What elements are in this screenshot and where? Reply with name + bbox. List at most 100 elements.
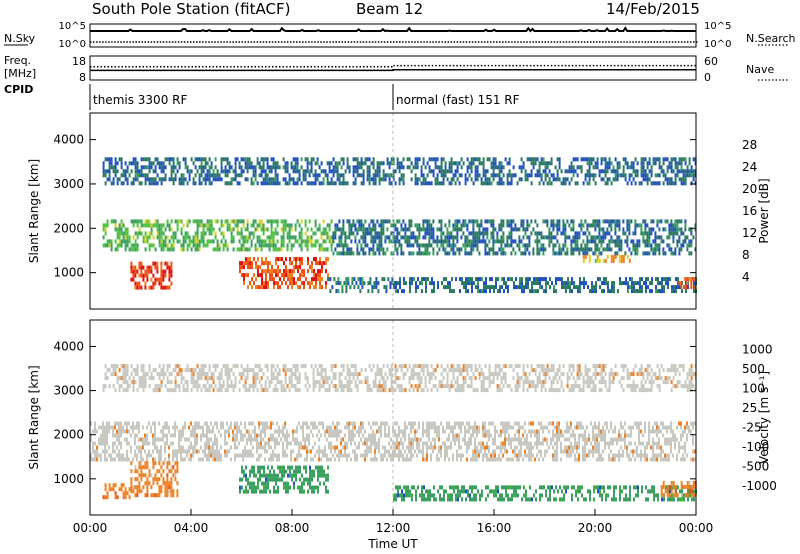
- power-panel-cell: [570, 239, 573, 244]
- velocity-panel-cell: [360, 437, 362, 442]
- velocity-panel-cell: [500, 449, 502, 454]
- power-panel-cell: [428, 181, 431, 186]
- power-panel-cell: [598, 247, 601, 252]
- power-panel-cell: [198, 239, 201, 244]
- velocity-panel-cell: [658, 453, 660, 458]
- power-panel-cell: [116, 181, 119, 186]
- velocity-panel-cell: [154, 425, 156, 430]
- velocity-panel-cell: [476, 425, 478, 430]
- power-panel-cell: [506, 181, 509, 186]
- power-panel-cell: [639, 281, 641, 286]
- power-panel-cell: [632, 177, 635, 182]
- velocity-panel-cell: [544, 437, 546, 442]
- power-panel-cell: [262, 227, 265, 232]
- velocity-panel-cell: [120, 441, 122, 446]
- power-panel-cell: [569, 289, 571, 294]
- power-panel-cell: [598, 227, 601, 232]
- power-panel-cell: [586, 157, 589, 162]
- power-panel-cell: [128, 239, 131, 244]
- power-panel-cell: [208, 219, 211, 224]
- velocity-panel-cell: [116, 445, 118, 450]
- velocity-panel-cell: [654, 453, 656, 458]
- velocity-panel-cell: [530, 449, 532, 454]
- velocity-panel-cell: [486, 453, 488, 458]
- power-panel-cell: [120, 227, 123, 232]
- power-panel-cell: [668, 181, 671, 186]
- power-panel-cell: [320, 231, 323, 236]
- power-panel-cell: [450, 231, 453, 236]
- power-panel-cell: [674, 157, 677, 162]
- power-panel-cell: [128, 161, 131, 166]
- power-panel-cell: [586, 173, 589, 178]
- power-panel-cell: [390, 161, 393, 166]
- velocity-panel-cell: [410, 445, 412, 450]
- power-panel-cell: [468, 243, 471, 248]
- power-panel-cell: [310, 157, 313, 162]
- power-panel-cell: [456, 177, 459, 182]
- velocity-panel-cell: [90, 457, 92, 462]
- velocity-panel-cell: [352, 425, 354, 430]
- power-panel-cell: [562, 177, 565, 182]
- power-panel-cell: [656, 219, 659, 224]
- velocity-panel-cell: [418, 449, 420, 454]
- velocity-panel-cell: [106, 421, 108, 426]
- power-panel-cell: [521, 281, 523, 286]
- power-panel-cell: [362, 169, 365, 174]
- power-panel-cell: [316, 161, 319, 166]
- power-panel-cell: [264, 227, 267, 232]
- velocity-panel-cell: [478, 425, 480, 430]
- velocity-panel-cell: [354, 421, 356, 426]
- power-panel-cell: [259, 265, 261, 270]
- power-panel-cell: [440, 219, 443, 224]
- power-panel-cell: [354, 181, 357, 186]
- power-panel-cell: [574, 239, 577, 244]
- power-panel-cell: [531, 285, 533, 290]
- power-panel-cell: [295, 261, 297, 266]
- velocity-panel-cell: [256, 441, 258, 446]
- power-panel-cell: [118, 243, 121, 248]
- power-panel-cell: [688, 277, 691, 282]
- velocity-panel-cell: [160, 429, 162, 434]
- velocity-panel-cell: [500, 457, 502, 462]
- power-panel-cell: [247, 257, 249, 262]
- power-panel-cell: [450, 169, 453, 174]
- velocity-panel-cell: [254, 425, 256, 430]
- velocity-panel-cell: [110, 457, 112, 462]
- power-panel-cell: [338, 235, 341, 240]
- power-panel-cell: [348, 219, 351, 224]
- velocity-panel-cell: [410, 453, 412, 458]
- power-panel-cell: [682, 239, 685, 244]
- velocity-panel-cell: [362, 421, 364, 426]
- velocity-panel-cell: [574, 441, 576, 446]
- power-panel-cell: [614, 169, 617, 174]
- power-panel-cell: [288, 239, 291, 244]
- velocity-panel-cell: [652, 425, 654, 430]
- power-panel-cell: [478, 161, 481, 166]
- power-panel-cell: [172, 239, 175, 244]
- velocity-panel-cell: [212, 453, 214, 458]
- velocity-panel-cell: [164, 433, 166, 438]
- power-panel-cell: [102, 227, 105, 232]
- power-panel-cell: [472, 231, 475, 236]
- velocity-panel-cell: [598, 441, 600, 446]
- power-panel-cell: [382, 227, 385, 232]
- velocity-panel-cell: [316, 449, 318, 454]
- power-panel-cell: [300, 227, 303, 232]
- velocity-panel-cell: [410, 425, 412, 430]
- power-panel-cell: [290, 235, 293, 240]
- velocity-panel-cell: [260, 445, 262, 450]
- velocity-panel-cell: [294, 441, 296, 446]
- velocity-panel-cell: [202, 457, 204, 462]
- power-panel-cell: [296, 169, 299, 174]
- velocity-panel-cell: [176, 457, 178, 462]
- power-panel-cell: [564, 223, 567, 228]
- velocity-panel-cell: [128, 421, 130, 426]
- velocity-panel-cell: [624, 421, 626, 426]
- power-panel-cell: [408, 243, 411, 248]
- power-panel-cell: [622, 157, 625, 162]
- velocity-panel-cell: [518, 453, 520, 458]
- power-panel-cell: [319, 277, 321, 282]
- velocity-panel-cell: [348, 429, 350, 434]
- velocity-panel-cell: [282, 453, 284, 458]
- velocity-panel-cell: [240, 433, 242, 438]
